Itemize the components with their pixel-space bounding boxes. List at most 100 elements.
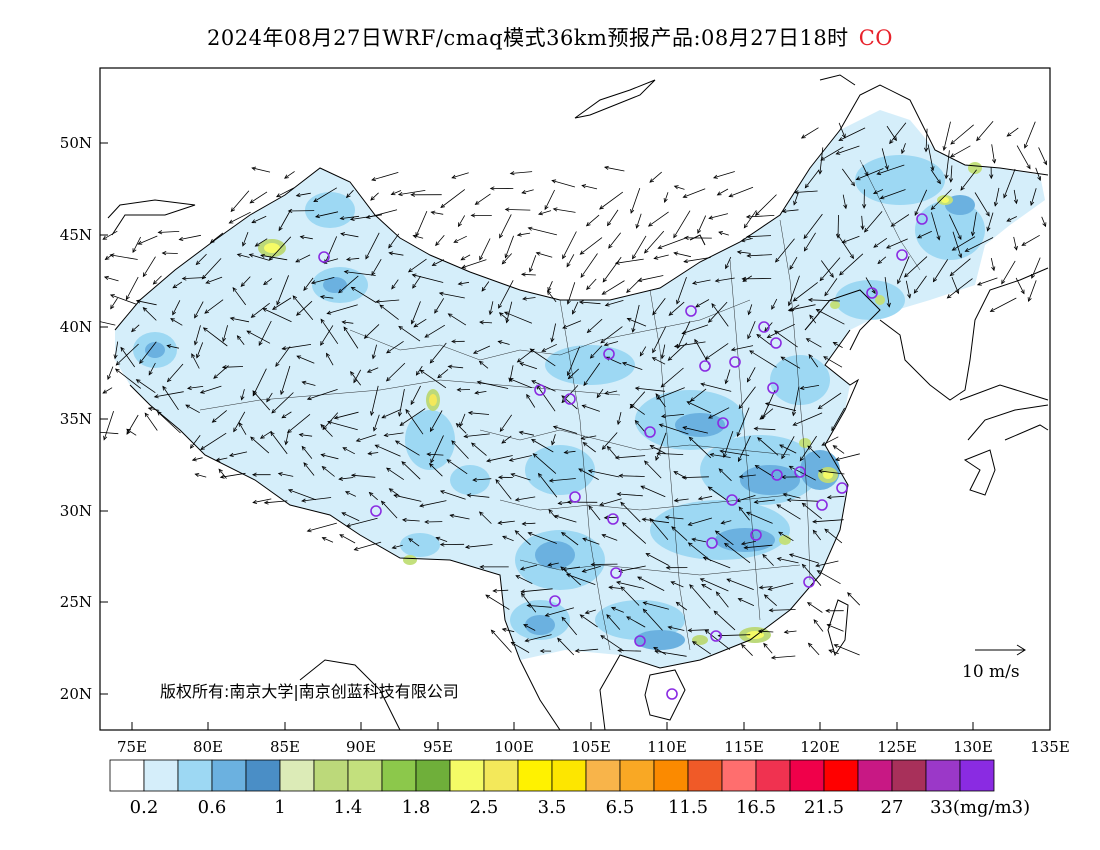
wind-vector-head [254,242,260,247]
wind-vector-head [295,258,300,263]
wind-vector [828,649,839,655]
wind-vector-head [651,357,657,362]
wind-vector-head [132,248,137,253]
wind-vector-head [786,498,792,503]
wind-vector [618,650,642,652]
wind-vector-head [415,371,421,376]
wind-vector [827,495,845,498]
wind-vector [865,277,876,294]
wind-vector [793,192,799,205]
wind-vector-head [508,378,514,382]
wind-vector-head [747,310,752,316]
wind-vector-head [639,351,644,357]
wind-vector [351,474,376,478]
wind-vector [568,368,579,379]
wind-vector-head [743,223,748,229]
lat-tick-label: 50N [60,134,92,152]
wind-vector-head [103,275,109,280]
wind-vector [260,430,273,439]
wind-vector-head [532,453,538,458]
wind-vector-head [102,389,108,394]
wind-vector [216,457,228,461]
wind-vector-head [562,566,567,572]
wind-vector-head [601,534,607,538]
wind-vector-head [326,352,331,358]
wind-vector-head [286,428,292,434]
wind-vector-head [771,305,776,310]
wind-vector [742,278,772,280]
wind-vector-head [365,214,371,219]
wind-vector [674,498,689,502]
wind-vector [711,303,729,327]
wind-vector-head [655,393,660,398]
wind-vector [350,214,383,220]
wind-vector-head [691,537,697,542]
wind-vector [102,387,113,394]
wind-vector [1013,189,1017,204]
wind-vector-head [501,627,507,632]
wind-vector-head [864,227,869,233]
wind-vector [726,578,754,590]
wind-vector [588,470,620,478]
wind-vector-head [704,629,710,634]
wind-vector [477,381,509,389]
wind-vector [258,320,272,346]
wind-vector [580,614,598,628]
wind-vector [718,468,732,482]
wind-vector-head [757,629,763,634]
wind-vector-head [691,280,697,285]
wind-vector-head [738,474,744,479]
wind-vector [327,304,358,314]
wind-vector-head [303,286,308,292]
wind-vector-head [236,253,242,258]
wind-vector [502,536,514,542]
wind-vector-head [1020,289,1025,295]
wind-vector-head [768,608,774,613]
wind-vector [739,474,756,478]
wind-vector-head [374,444,380,449]
wind-vector [747,367,756,382]
lon-tick-label: 90E [346,738,376,756]
wind-vector-head [398,325,404,331]
wind-vector-head [766,334,772,338]
wind-vector-head [604,390,609,395]
wind-vector-head [343,326,348,332]
wind-vector [533,453,557,474]
wind-vector-head [688,436,694,442]
wind-vector-head [501,439,506,444]
wind-vector-head [826,495,832,500]
wind-vector-head [642,608,648,614]
wind-vector [931,212,940,240]
wind-vector [782,209,799,212]
wind-vector-head [642,601,648,606]
wind-vector [689,437,712,459]
wind-vector [777,558,799,564]
wind-vector [768,582,794,590]
wind-vector-head [993,201,999,207]
wind-vector-head [242,241,246,247]
wind-vector [990,297,1017,312]
wind-vector [429,342,447,364]
wind-vector-head [410,192,415,197]
wind-vector [411,301,421,324]
wind-vector-head [196,353,200,359]
wind-vector-head [388,251,394,256]
wind-vector-head [654,649,660,654]
wind-vector [1035,167,1041,181]
wind-vector [1024,121,1036,149]
wind-vector-head [608,585,614,590]
wind-vector-head [916,234,922,239]
wind-vector [419,500,447,507]
wind-vector-head [779,444,784,449]
wind-vector [296,192,311,197]
wind-vector-head [553,514,559,519]
wind-vector [818,392,842,409]
wind-vector [930,169,941,184]
wind-vector [125,276,139,300]
wind-vector [522,522,536,525]
wind-vector [281,411,292,419]
wind-vector-head [320,453,326,458]
wind-vector [648,211,669,227]
wind-vector-head [281,346,287,351]
wind-vector [600,326,623,344]
